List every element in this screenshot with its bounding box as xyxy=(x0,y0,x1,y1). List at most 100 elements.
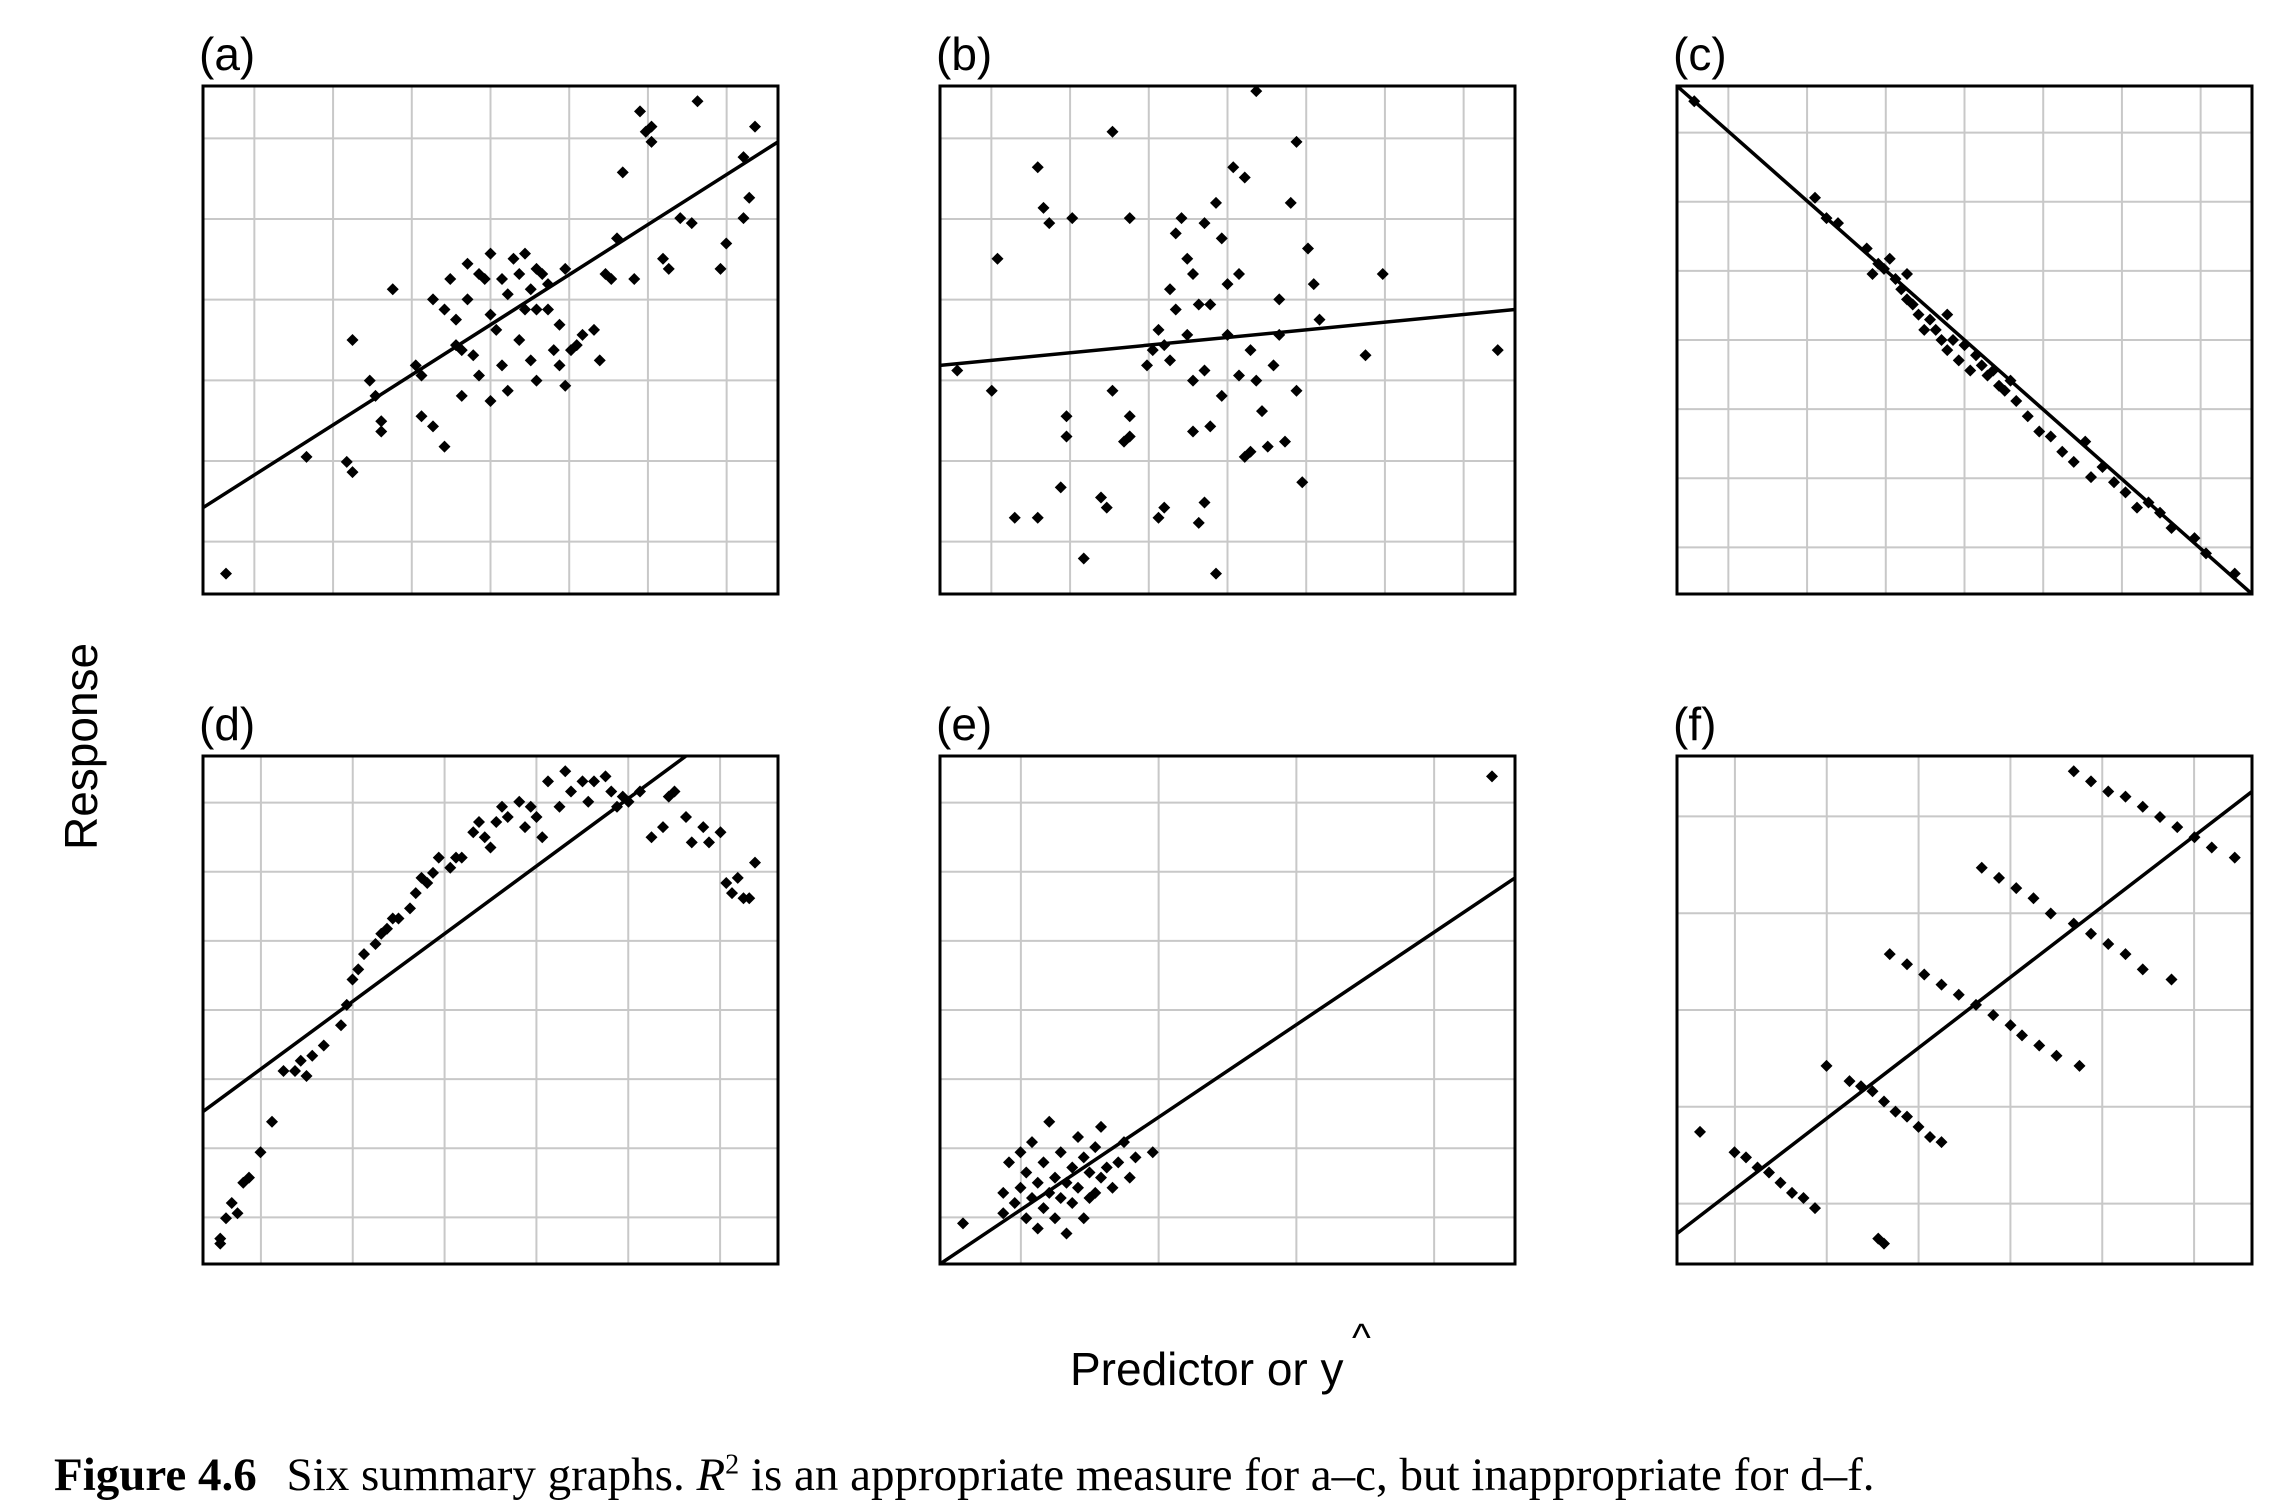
data-point xyxy=(358,948,370,961)
data-point xyxy=(1014,1146,1027,1159)
data-point xyxy=(1774,1176,1787,1189)
data-point xyxy=(1267,359,1280,372)
data-point xyxy=(2085,775,2097,788)
panel-d: (d) xyxy=(199,698,780,1266)
data-point xyxy=(220,1212,232,1225)
data-point xyxy=(444,273,457,286)
data-point xyxy=(1169,227,1182,240)
data-point xyxy=(1066,1161,1079,1174)
data-point xyxy=(1763,1166,1775,1179)
data-point xyxy=(513,267,526,280)
data-point xyxy=(490,816,503,829)
data-point xyxy=(415,369,428,382)
data-point xyxy=(1146,1146,1159,1159)
regression-line xyxy=(203,140,778,510)
data-point xyxy=(2004,1019,2017,1032)
data-point xyxy=(1740,1151,1752,1164)
data-point xyxy=(1198,364,1211,377)
data-point xyxy=(1952,354,1965,367)
data-point xyxy=(991,252,1004,265)
data-point xyxy=(214,1237,227,1250)
data-point xyxy=(2010,394,2023,407)
data-point xyxy=(1296,476,1309,489)
data-point xyxy=(1020,1212,1033,1225)
data-point xyxy=(1889,273,1902,286)
data-point xyxy=(1072,1131,1084,1143)
data-point xyxy=(1031,161,1044,174)
data-point xyxy=(427,420,439,433)
data-point xyxy=(530,303,543,316)
data-point xyxy=(2200,547,2212,560)
data-point xyxy=(634,785,646,798)
data-point xyxy=(1031,511,1044,524)
data-point xyxy=(2096,461,2109,473)
panel-c: (c) xyxy=(1673,28,2254,596)
data-point xyxy=(1100,1161,1113,1174)
data-point xyxy=(2010,882,2023,895)
data-point xyxy=(1860,242,1873,255)
data-point xyxy=(1089,1141,1102,1154)
data-point xyxy=(582,795,595,808)
data-point xyxy=(1192,516,1205,529)
panel-label: (d) xyxy=(199,698,255,750)
data-point xyxy=(1307,278,1320,291)
data-point xyxy=(254,1146,267,1159)
data-point xyxy=(306,1049,319,1062)
data-point xyxy=(2119,790,2132,803)
data-point xyxy=(1060,1176,1073,1189)
data-point xyxy=(2067,917,2080,930)
data-point xyxy=(559,379,572,392)
panel-b: (b) xyxy=(936,28,1517,596)
data-point xyxy=(559,765,572,778)
data-point xyxy=(2085,927,2097,940)
data-point xyxy=(743,892,756,905)
data-point xyxy=(496,800,508,813)
data-point xyxy=(1192,298,1205,311)
data-point xyxy=(1066,212,1079,225)
data-point xyxy=(714,826,727,839)
data-point xyxy=(513,795,526,808)
caption-text-2: is an appropriate measure for a–c, but i… xyxy=(750,1449,1875,1501)
data-point xyxy=(300,1070,313,1083)
data-point xyxy=(1020,1166,1033,1179)
data-point xyxy=(634,105,646,118)
data-point xyxy=(1043,217,1056,230)
data-point xyxy=(231,1207,244,1220)
data-point xyxy=(1014,1181,1027,1194)
data-point xyxy=(484,841,497,854)
data-point xyxy=(519,303,531,316)
data-point xyxy=(2044,907,2057,920)
panel-frame xyxy=(201,84,780,596)
data-point xyxy=(2102,785,2115,798)
data-point xyxy=(507,252,520,265)
data-point xyxy=(1187,425,1199,438)
data-point xyxy=(2136,963,2149,976)
data-point xyxy=(340,455,353,468)
data-point xyxy=(2102,937,2115,950)
data-point xyxy=(1049,1171,1061,1184)
data-point xyxy=(1855,1080,1867,1093)
data-point xyxy=(461,293,474,306)
data-point xyxy=(2188,532,2201,545)
data-point xyxy=(415,410,428,423)
data-point xyxy=(536,831,549,844)
data-point xyxy=(2033,1039,2046,1052)
y-axis-label: Response xyxy=(55,642,107,850)
data-point xyxy=(444,861,457,874)
data-point xyxy=(467,349,480,362)
data-point xyxy=(749,120,761,133)
panel-frame xyxy=(201,754,780,1266)
data-point xyxy=(1054,481,1067,494)
data-point xyxy=(340,998,353,1011)
data-point xyxy=(628,273,641,286)
data-point xyxy=(1164,354,1176,367)
data-point xyxy=(685,217,698,230)
data-point xyxy=(1072,1181,1084,1194)
data-point xyxy=(1169,303,1182,316)
data-point xyxy=(369,937,382,950)
data-point xyxy=(427,866,439,879)
data-point xyxy=(2067,765,2080,778)
data-point xyxy=(1924,1131,1936,1143)
data-point xyxy=(1797,1191,1810,1204)
data-point xyxy=(536,267,549,280)
